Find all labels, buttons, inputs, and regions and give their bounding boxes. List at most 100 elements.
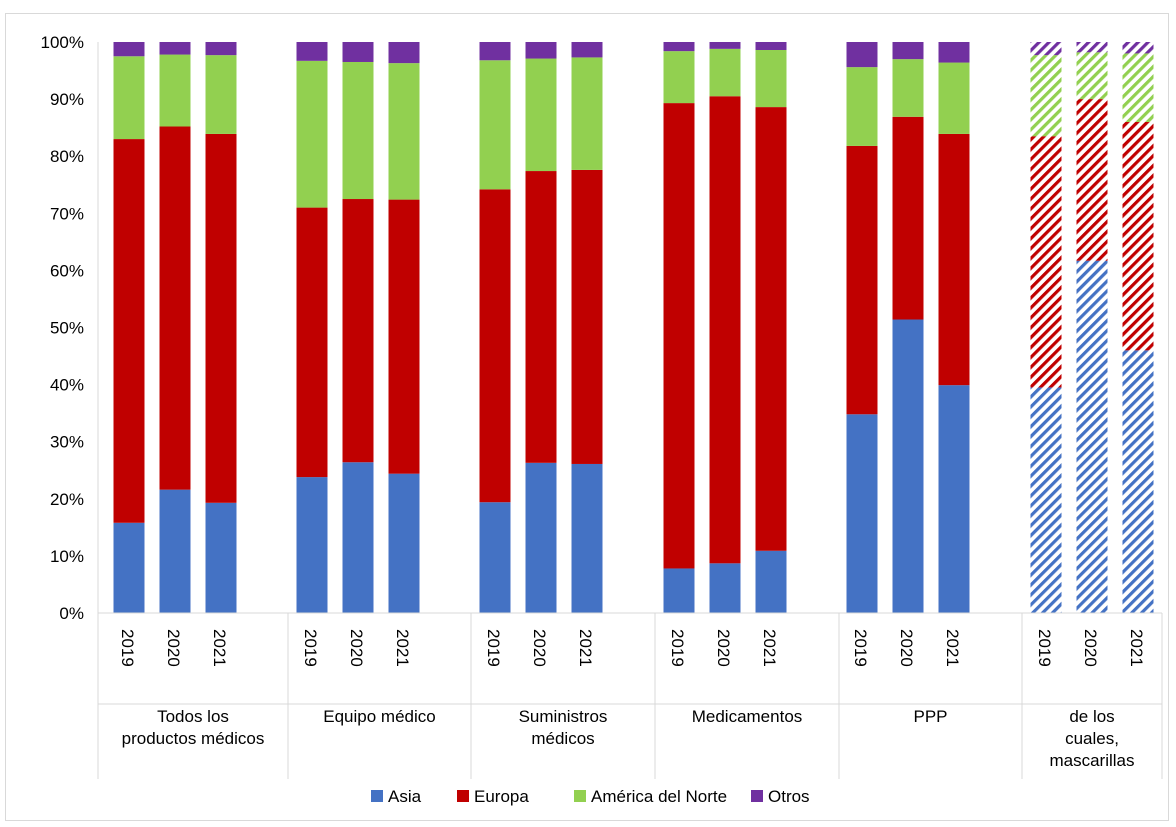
legend-swatch — [751, 790, 763, 802]
bar-segment-europa — [342, 199, 374, 463]
bar-segment-europa — [938, 133, 970, 386]
bar-segment-europa — [113, 139, 145, 523]
bar-segment-europa — [846, 145, 878, 415]
bar-segment-otros — [1076, 42, 1108, 53]
legend-label: Asia — [388, 787, 422, 806]
group-label: productos médicos — [122, 729, 265, 748]
year-label: 2020 — [714, 629, 733, 667]
group-label: Equipo médico — [323, 707, 435, 726]
year-label: 2019 — [484, 629, 503, 667]
bar-segment-asia — [892, 319, 924, 613]
bar-segment-otros — [663, 42, 695, 52]
y-tick-label: 10% — [50, 547, 84, 566]
bar-segment-otros — [388, 42, 420, 64]
group-label: mascarillas — [1049, 751, 1134, 770]
bar-segment-otros — [892, 42, 924, 60]
bar-segment-otros — [342, 42, 374, 62]
year-label: 2021 — [210, 629, 229, 667]
bar-segment-américa-del-norte — [388, 63, 420, 200]
year-label: 2020 — [530, 629, 549, 667]
bar-segment-otros — [1030, 42, 1062, 56]
bar-segment-américa-del-norte — [113, 56, 145, 140]
bar-segment-asia — [755, 550, 787, 613]
group-label: Suministros — [519, 707, 608, 726]
group-label: médicos — [531, 729, 594, 748]
bar-segment-américa-del-norte — [1122, 53, 1154, 122]
bar-segment-otros — [205, 42, 237, 56]
y-tick-label: 60% — [50, 261, 84, 280]
bar-segment-otros — [479, 42, 511, 61]
bar-segment-europa — [1122, 121, 1154, 351]
bar-segment-asia — [296, 477, 328, 613]
bar-segment-europa — [892, 116, 924, 320]
bar-segment-asia — [342, 462, 374, 613]
bar-segment-américa-del-norte — [755, 49, 787, 108]
bar-segment-asia — [1076, 260, 1108, 613]
bar-segment-asia — [113, 522, 145, 613]
bar-segment-américa-del-norte — [938, 62, 970, 134]
bar-segment-américa-del-norte — [525, 58, 557, 172]
bar-segment-asia — [525, 462, 557, 613]
y-tick-label: 50% — [50, 319, 84, 338]
year-label: 2019 — [1035, 629, 1054, 667]
bar-segment-europa — [663, 103, 695, 569]
legend-label: Europa — [474, 787, 529, 806]
y-tick-label: 70% — [50, 204, 84, 223]
bar-segment-europa — [388, 199, 420, 474]
bar-segment-europa — [205, 133, 237, 503]
bar-segment-otros — [296, 42, 328, 61]
bar-segment-otros — [159, 42, 191, 55]
bar-segment-asia — [205, 502, 237, 613]
bar-segment-américa-del-norte — [709, 48, 741, 97]
bar-segment-otros — [755, 42, 787, 50]
bar-segment-otros — [938, 42, 970, 63]
legend-swatch — [371, 790, 383, 802]
bar-segment-asia — [846, 414, 878, 613]
year-label: 2019 — [301, 629, 320, 667]
y-tick-label: 20% — [50, 490, 84, 509]
y-tick-label: 40% — [50, 376, 84, 395]
bar-segment-asia — [1122, 350, 1154, 613]
bar-segment-europa — [1076, 99, 1108, 261]
year-label: 2021 — [943, 629, 962, 667]
year-label: 2021 — [576, 629, 595, 667]
bar-segment-asia — [709, 563, 741, 613]
bar-segment-otros — [525, 42, 557, 59]
bar-segment-otros — [113, 42, 145, 57]
bar-segment-otros — [1122, 42, 1154, 54]
bar-segment-europa — [525, 171, 557, 463]
bar-segment-europa — [755, 107, 787, 551]
bar-segment-américa-del-norte — [846, 67, 878, 146]
bar-segment-américa-del-norte — [159, 54, 191, 127]
bar-segment-américa-del-norte — [342, 61, 374, 200]
y-tick-label: 80% — [50, 147, 84, 166]
bar-segment-américa-del-norte — [892, 59, 924, 117]
bar-segment-américa-del-norte — [571, 57, 603, 170]
year-label: 2019 — [851, 629, 870, 667]
bar-segment-europa — [709, 96, 741, 564]
bar-segment-asia — [1030, 387, 1062, 613]
bar-segment-asia — [571, 463, 603, 613]
legend-label: América del Norte — [591, 787, 727, 806]
year-label: 2020 — [897, 629, 916, 667]
bar-segment-europa — [571, 169, 603, 464]
group-label: cuales, — [1065, 729, 1119, 748]
bar-segment-europa — [159, 126, 191, 490]
bar-segment-américa-del-norte — [663, 51, 695, 104]
year-label: 2020 — [164, 629, 183, 667]
y-tick-label: 100% — [41, 33, 84, 52]
group-label: Todos los — [157, 707, 229, 726]
legend-swatch — [574, 790, 586, 802]
bar-segment-europa — [1030, 136, 1062, 388]
y-tick-label: 90% — [50, 90, 84, 109]
bar-segment-asia — [479, 502, 511, 613]
y-tick-label: 0% — [59, 604, 84, 623]
bar-segment-américa-del-norte — [205, 55, 237, 134]
year-label: 2020 — [1081, 629, 1100, 667]
year-label: 2021 — [760, 629, 779, 667]
bar-segment-américa-del-norte — [296, 60, 328, 208]
bar-segment-otros — [571, 42, 603, 58]
year-label: 2020 — [347, 629, 366, 667]
bar-segment-otros — [846, 42, 878, 68]
bar-segment-américa-del-norte — [1030, 55, 1062, 137]
